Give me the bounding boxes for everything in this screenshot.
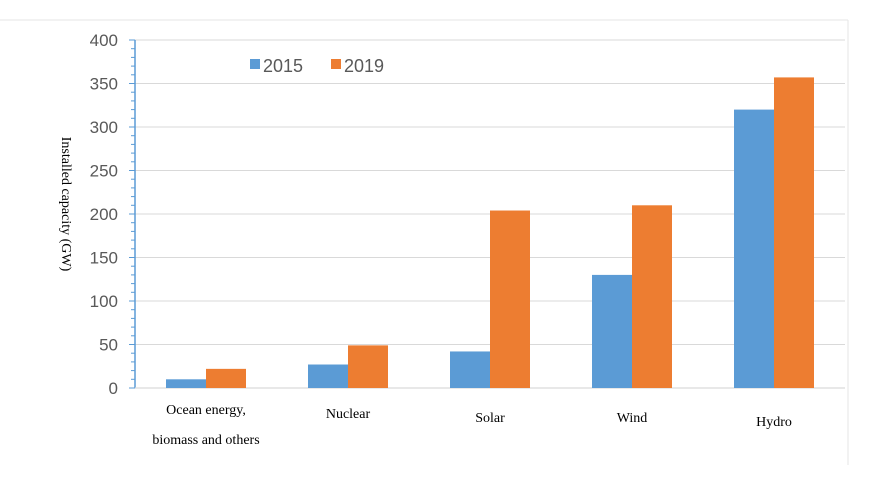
bar-2015-3 <box>592 274 632 388</box>
y-tick-label-100: 100 <box>90 292 118 311</box>
gridlines <box>0 19 849 465</box>
category-label-3-0: Wind <box>617 411 648 426</box>
bar-2015-0 <box>166 379 206 388</box>
legend-swatch-2019 <box>331 59 341 69</box>
category-label-4-0: Hydro <box>756 415 792 430</box>
y-tick-label-200: 200 <box>90 205 118 224</box>
y-tick-label-250: 250 <box>90 162 118 181</box>
bar-2015-4 <box>734 109 774 388</box>
y-tick-label-50: 50 <box>99 336 118 355</box>
bar-2019-1 <box>348 345 388 388</box>
bar-2019-4 <box>774 77 814 388</box>
category-label-2-0: Solar <box>475 411 505 426</box>
bar-2019-2 <box>490 210 530 388</box>
category-label-1-0: Nuclear <box>326 407 371 422</box>
category-label-0-0: Ocean energy, <box>166 403 246 418</box>
legend-swatch-2015 <box>250 59 260 69</box>
y-tick-label-300: 300 <box>90 118 118 137</box>
bar-2019-0 <box>206 368 246 388</box>
bar-2015-1 <box>308 364 348 388</box>
y-tick-label-350: 350 <box>90 75 118 94</box>
bars <box>166 77 814 388</box>
y-tick-label-0: 0 <box>109 379 118 398</box>
legend: 2015 2019 <box>250 56 384 76</box>
bar-2019-3 <box>632 205 672 388</box>
bar-2015-2 <box>450 351 490 388</box>
legend-label-2019: 2019 <box>344 56 384 76</box>
y-tick-label-400: 400 <box>90 31 118 50</box>
legend-label-2015: 2015 <box>263 56 303 76</box>
y-tick-label-150: 150 <box>90 249 118 268</box>
y-axis-label: Installed capacity (GW) <box>58 137 73 272</box>
labels: 0 50 100 150 200 250 300 350 400 Installed capaci… <box>58 31 792 448</box>
category-label-0-1: biomass and others <box>152 433 259 448</box>
